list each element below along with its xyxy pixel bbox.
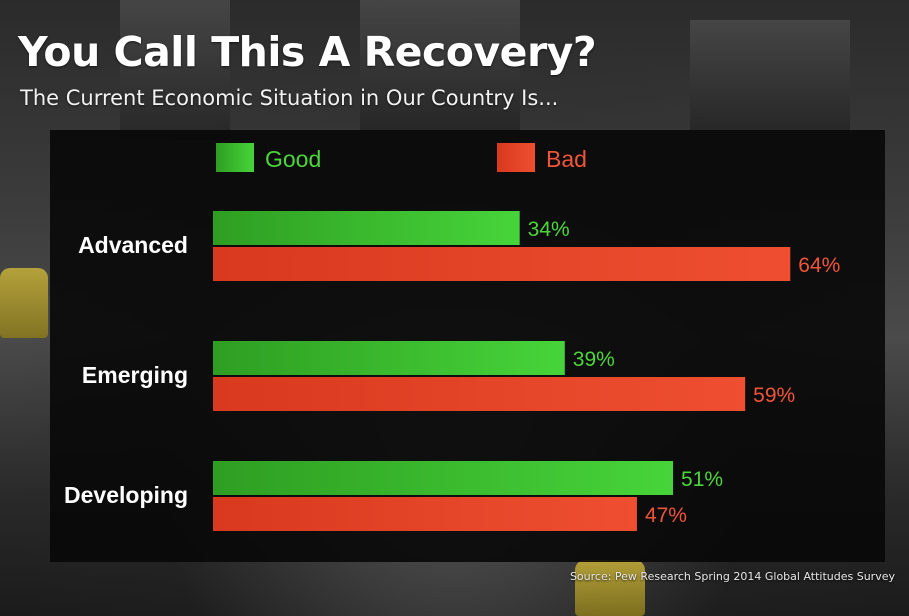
chart-legend: Good Bad [216,143,587,172]
bars-layer: Advanced 34% 64% Emerging 39% 59% Developing 51… [64,211,840,531]
background-building [690,20,850,130]
page-title: You Call This A Recovery? [18,28,597,76]
background-taxi [0,268,48,338]
bar-bad-advanced [213,247,791,281]
data-label-good-emerging: 39% [573,348,615,371]
data-label-good-advanced: 34% [528,218,570,241]
data-label-bad-emerging: 59% [753,384,795,407]
bar-bad-emerging [213,377,746,411]
background-building [120,0,230,140]
bar-bad-developing [213,497,637,531]
data-label-bad-developing: 47% [645,504,687,527]
source-note: Source: Pew Research Spring 2014 Global … [569,570,895,583]
category-label-emerging: Emerging [82,362,188,388]
category-label-advanced: Advanced [78,232,188,258]
category-label-developing: Developing [64,482,188,508]
bar-good-developing [213,461,674,495]
legend-swatch-bad [497,143,535,172]
bar-good-emerging [213,341,565,375]
legend-label-good: Good [265,146,321,172]
page-subtitle: The Current Economic Situation in Our Co… [20,86,559,110]
bar-good-advanced [213,211,520,245]
background-taxi [575,560,645,616]
data-label-bad-advanced: 64% [798,254,840,277]
legend-label-bad: Bad [546,146,587,172]
legend-swatch-good [216,143,254,172]
data-label-good-developing: 51% [681,468,723,491]
background-building [360,0,520,130]
